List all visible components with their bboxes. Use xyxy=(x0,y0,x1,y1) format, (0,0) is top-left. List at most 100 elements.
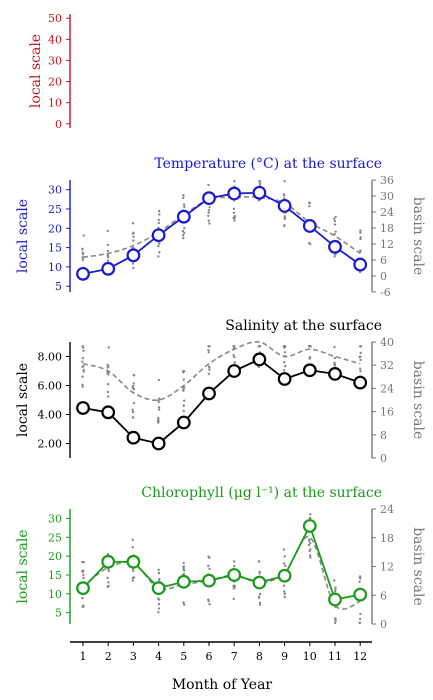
local-point-month-7 xyxy=(227,568,242,582)
sample-dot xyxy=(208,603,211,606)
local-point-month-9 xyxy=(277,568,292,583)
sample-dot xyxy=(157,218,161,222)
local-point-month-7 xyxy=(227,364,242,378)
local-point-month-11 xyxy=(328,239,342,254)
sample-dot xyxy=(309,556,312,559)
sample-dot xyxy=(157,611,160,614)
left-tick-label: 20 xyxy=(48,76,62,89)
left-tick-label: 25 xyxy=(48,203,62,216)
sample-dot xyxy=(132,401,136,405)
sample-dot xyxy=(183,232,186,235)
left-tick-label: 50 xyxy=(48,12,62,25)
sample-dot xyxy=(232,560,236,563)
sample-dot xyxy=(157,255,160,258)
local-point-month-12 xyxy=(353,375,368,390)
sample-dot xyxy=(157,572,161,575)
sample-dot xyxy=(106,249,110,253)
sample-dot xyxy=(258,345,261,348)
right-tick-label: 18 xyxy=(380,532,394,545)
sample-dot xyxy=(283,179,286,183)
basin-series-line xyxy=(82,536,361,610)
sample-dot xyxy=(156,597,160,600)
x-tick-label: 9 xyxy=(281,650,288,663)
sample-dot xyxy=(334,590,337,593)
sample-dot xyxy=(207,219,210,222)
sample-dot xyxy=(157,416,160,420)
sample-dot xyxy=(207,351,210,354)
sample-dot xyxy=(333,255,336,258)
sample-dot xyxy=(107,581,110,584)
sample-dot xyxy=(82,604,85,607)
right-tick-label: 0 xyxy=(380,452,387,465)
sample-dot xyxy=(183,603,186,606)
sample-dot xyxy=(334,230,337,233)
sample-dot xyxy=(359,345,362,348)
sample-dot xyxy=(233,355,236,359)
sample-dot xyxy=(82,573,85,577)
local-point-month-6 xyxy=(202,191,216,206)
sample-dot xyxy=(359,236,362,239)
basin-series-line xyxy=(82,196,361,259)
local-point-month-3 xyxy=(126,554,141,569)
sample-dot xyxy=(359,369,362,373)
sample-dot xyxy=(309,513,312,516)
sample-dot xyxy=(207,211,210,214)
sample-dot xyxy=(181,371,185,374)
left-tick-label: 5 xyxy=(55,280,62,293)
sample-dot xyxy=(282,584,286,587)
sample-dot xyxy=(131,408,134,411)
right-tick-label: 24 xyxy=(380,382,394,395)
sample-dot xyxy=(181,229,185,233)
local-point-month-9 xyxy=(277,372,292,386)
sample-dot xyxy=(308,554,312,557)
sample-dot xyxy=(157,221,161,225)
sample-dot xyxy=(158,578,161,581)
left-tick-label: 30 xyxy=(48,54,62,67)
sample-dot xyxy=(181,234,185,237)
left-tick-label: 30 xyxy=(48,512,62,525)
right-tick-label: 40 xyxy=(380,336,394,349)
sample-dot xyxy=(334,215,337,219)
sample-dot xyxy=(208,366,211,369)
sample-dot xyxy=(284,564,287,568)
sample-dot xyxy=(283,217,287,220)
local-series-line xyxy=(82,358,361,445)
sample-dot xyxy=(131,545,134,549)
sample-dot xyxy=(182,196,185,200)
sample-dot xyxy=(106,259,110,262)
x-tick-label: 10 xyxy=(303,650,317,663)
right-tick-label: 18 xyxy=(380,222,394,235)
sample-dot xyxy=(182,194,185,197)
sample-dot xyxy=(358,575,362,578)
local-point-month-6 xyxy=(202,573,216,588)
sample-dot xyxy=(358,580,361,584)
sample-dot xyxy=(232,216,235,220)
panel-title: Chlorophyll (μg l⁻¹) at the surface xyxy=(141,485,382,501)
local-point-month-2 xyxy=(101,261,116,276)
right-tick-label: 24 xyxy=(380,206,394,219)
sample-dot xyxy=(233,219,236,222)
sample-dot xyxy=(182,399,186,402)
sample-dot xyxy=(131,410,135,414)
sample-dot xyxy=(157,602,161,606)
sample-dot xyxy=(131,579,135,582)
sample-dot xyxy=(359,229,362,232)
sample-dot xyxy=(333,219,337,223)
sample-dot xyxy=(208,206,211,209)
sample-dot xyxy=(283,595,286,599)
sample-dot xyxy=(283,351,287,354)
sample-dot xyxy=(333,217,336,220)
sample-dot xyxy=(132,266,135,270)
sample-dot xyxy=(334,619,337,623)
sample-dot xyxy=(131,222,135,225)
sample-dot xyxy=(131,386,135,390)
sample-dot xyxy=(257,596,261,600)
sample-dot xyxy=(207,372,211,376)
sample-dot xyxy=(232,207,236,211)
panel-3: Salinity at the surface 2.00 4.00 6.00 8.00 l… xyxy=(15,318,426,465)
right-tick-label: 0 xyxy=(380,618,387,631)
sample-dot xyxy=(232,211,236,215)
sample-dot xyxy=(359,612,362,616)
sample-dot xyxy=(81,346,85,349)
